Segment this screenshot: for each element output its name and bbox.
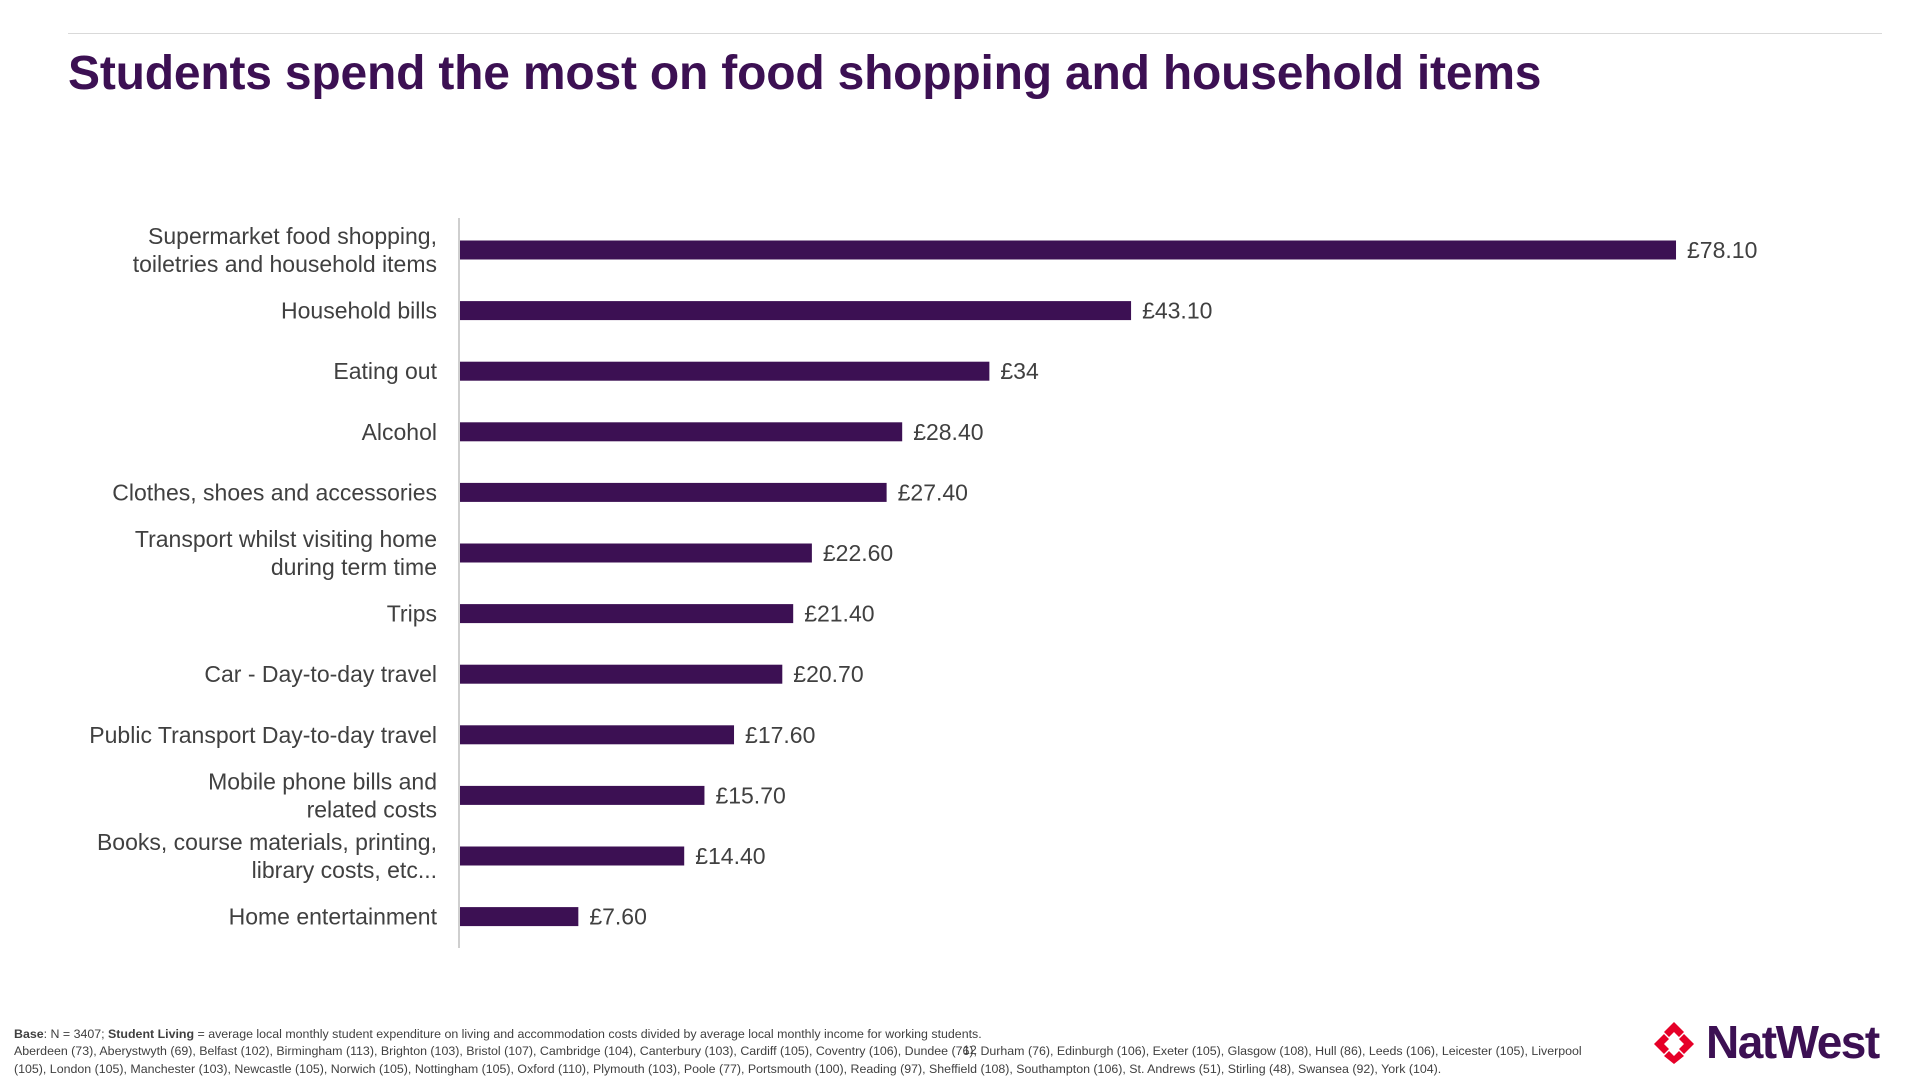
- data-label: £27.40: [898, 479, 968, 505]
- bar: [460, 361, 990, 381]
- category-label-line: Household bills: [281, 298, 437, 324]
- category-label: Clothes, shoes and accessories: [112, 479, 437, 505]
- category-label-line: during term time: [271, 554, 437, 580]
- category-label: Alcohol: [362, 419, 437, 445]
- category-label-line: Transport whilst visiting home: [135, 526, 437, 552]
- category-label: Mobile phone bills and related costs: [208, 768, 437, 822]
- data-label: £78.10: [1687, 237, 1757, 263]
- bar-chart: £78.10 £43.10 £34 £28.40 £27.40 £22.60 £21.40 £…: [89, 218, 1757, 948]
- category-label: Transport whilst visiting home during ter…: [135, 526, 437, 580]
- category-label-line: Home entertainment: [229, 904, 438, 930]
- category-label-line: Eating out: [333, 358, 437, 384]
- page-title: Students spend the most on food shopping…: [68, 47, 1542, 100]
- category-label-line: Books, course materials, printing,: [97, 829, 437, 855]
- category-label: Eating out: [333, 358, 437, 384]
- bar: [460, 240, 1677, 260]
- data-label: £17.60: [745, 722, 815, 748]
- top-rule: [68, 33, 1882, 34]
- category-label-line: related costs: [307, 796, 437, 822]
- category-label: Trips: [387, 601, 437, 627]
- footnote-student-living-label: Student Living: [108, 1027, 195, 1041]
- bar: [460, 907, 579, 927]
- bar: [460, 846, 685, 866]
- category-label-line: Mobile phone bills and: [208, 768, 437, 794]
- footnote-student-living-text: = average local monthly student expendit…: [194, 1027, 982, 1041]
- category-label-line: Car - Day-to-day travel: [204, 661, 437, 687]
- category-label-line: library costs, etc...: [252, 857, 437, 883]
- data-label: £43.10: [1142, 298, 1212, 324]
- category-label: Home entertainment: [229, 904, 438, 930]
- category-label-line: Supermarket food shopping,: [148, 223, 437, 249]
- data-label: £15.70: [715, 782, 785, 808]
- bar: [460, 725, 735, 745]
- bar: [460, 482, 887, 502]
- data-label: £14.40: [695, 843, 765, 869]
- category-label: Supermarket food shopping, toiletries and…: [133, 223, 437, 277]
- natwest-cubes-icon: [1654, 1022, 1694, 1064]
- bar: [460, 422, 903, 442]
- category-label: Books, course materials, printing, librar…: [97, 829, 437, 883]
- data-label: £21.40: [804, 601, 874, 627]
- category-label: Car - Day-to-day travel: [204, 661, 437, 687]
- bar: [460, 785, 705, 805]
- footnote: Base: N = 3407; Student Living = average…: [14, 1026, 1594, 1078]
- category-label-line: Clothes, shoes and accessories: [112, 479, 437, 505]
- footnote-base-label: Base: [14, 1027, 44, 1041]
- category-label-line: Alcohol: [362, 419, 437, 445]
- category-label-line: toiletries and household items: [133, 251, 437, 277]
- data-label: £28.40: [913, 419, 983, 445]
- category-label: Public Transport Day-to-day travel: [89, 722, 437, 748]
- data-label: £20.70: [793, 661, 863, 687]
- page-number: 12: [963, 1043, 977, 1057]
- footnote-cities: Aberdeen (73), Aberystwyth (69), Belfast…: [14, 1044, 1582, 1076]
- data-label: £34: [1000, 358, 1039, 384]
- data-label: £22.60: [823, 540, 893, 566]
- data-label: £7.60: [589, 904, 647, 930]
- bar: [460, 543, 812, 563]
- category-label-line: Trips: [387, 601, 437, 627]
- natwest-logo: NatWest: [1652, 1012, 1880, 1072]
- bar: [460, 664, 783, 684]
- category-label: Household bills: [281, 298, 437, 324]
- bar: [460, 604, 794, 624]
- logo-text: NatWest: [1706, 1016, 1880, 1068]
- bar: [460, 301, 1132, 321]
- footnote-base-text: : N = 3407;: [43, 1027, 109, 1041]
- category-label-line: Public Transport Day-to-day travel: [89, 722, 437, 748]
